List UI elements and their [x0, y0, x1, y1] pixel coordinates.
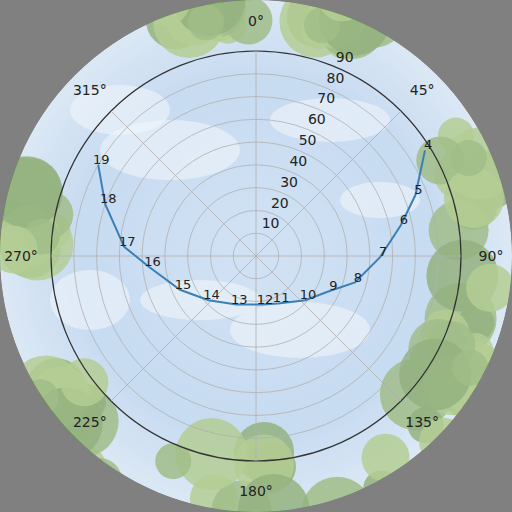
tree-foliage	[6, 384, 42, 420]
angle-label: 315°	[73, 82, 107, 98]
radial-label: 20	[271, 195, 289, 211]
chart-root: 0° 45° 90° 135° 180° 225° 270° 315° 10 20 30 40 50 60…	[0, 0, 512, 512]
hour-label: 8	[354, 270, 362, 285]
radial-label: 60	[308, 111, 326, 127]
angle-label: 270°	[4, 248, 38, 264]
radial-label: 80	[326, 70, 344, 86]
hour-label: 16	[144, 254, 161, 269]
data-group	[98, 150, 425, 304]
grid-spoke	[256, 51, 257, 256]
grid-spoke	[256, 256, 461, 257]
hour-label: 7	[379, 244, 387, 259]
hour-label: 12	[257, 292, 274, 307]
hour-label: 5	[414, 182, 422, 197]
grid-spoke	[111, 111, 256, 256]
hour-label: 14	[203, 287, 220, 302]
angle-label: 90°	[479, 248, 504, 264]
sky-photo	[0, 0, 512, 512]
tree-foliage	[343, 0, 379, 20]
radial-label: 90	[336, 49, 354, 65]
hour-label: 15	[175, 277, 192, 292]
grid-spoke	[256, 111, 401, 256]
grid-spoke	[256, 256, 401, 401]
angle-label: 45°	[410, 82, 435, 98]
hour-label: 13	[231, 292, 248, 307]
hour-label: 17	[119, 234, 136, 249]
hour-label: 9	[329, 278, 337, 293]
grid-spoke	[111, 256, 256, 401]
angle-label: 135°	[405, 414, 439, 430]
hour-label: 10	[300, 287, 317, 302]
angle-label: 180°	[239, 483, 273, 499]
grid-circle	[51, 51, 461, 461]
radial-label: 70	[317, 90, 335, 106]
photo-wash	[0, 0, 512, 512]
radial-label: 30	[280, 174, 298, 190]
grid-spoke	[256, 256, 257, 461]
hour-label: 11	[273, 290, 290, 305]
sky	[0, 0, 512, 512]
sun-path	[98, 150, 425, 304]
radial-label: 10	[262, 215, 280, 231]
hour-label: 19	[93, 152, 110, 167]
hour-label: 18	[100, 191, 117, 206]
angle-label: 225°	[73, 414, 107, 430]
radial-label: 50	[299, 132, 317, 148]
radial-label: 40	[289, 153, 307, 169]
angle-label: 0°	[248, 13, 264, 29]
hour-label: 4	[424, 137, 432, 152]
hour-label: 6	[400, 212, 408, 227]
